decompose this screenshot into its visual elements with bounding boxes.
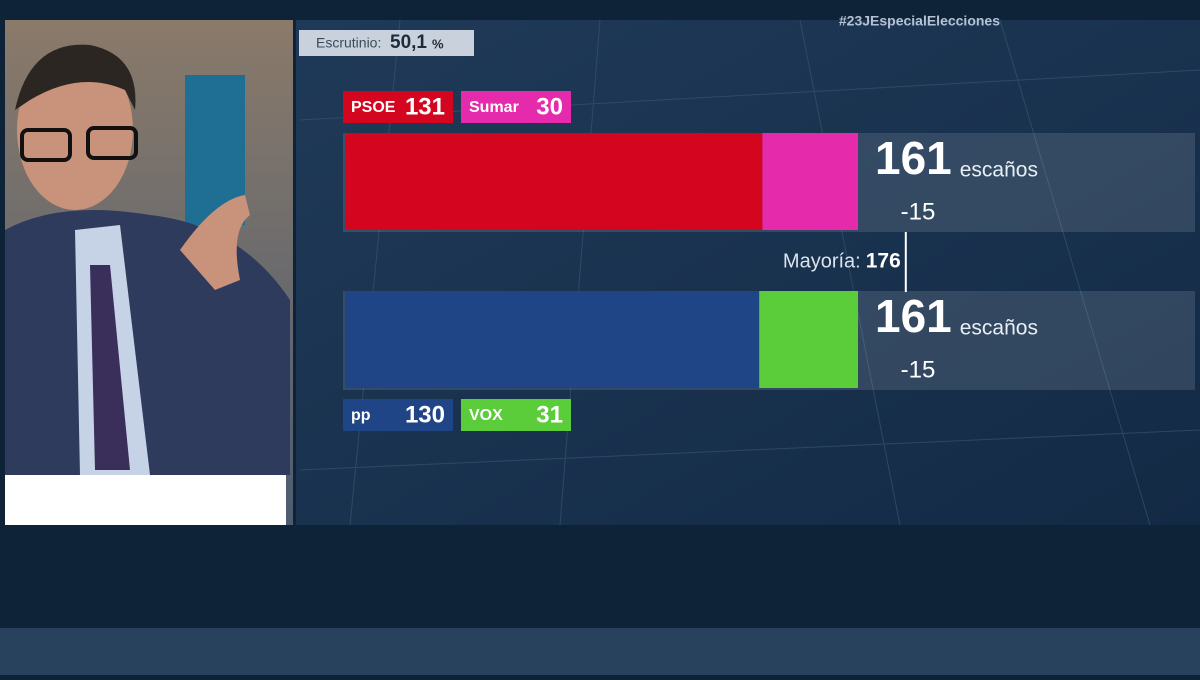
scrutiny-label: Escrutinio: [316, 35, 381, 51]
majority-value: 176 [866, 250, 901, 273]
legend-box [343, 91, 453, 123]
bar-segment [759, 291, 858, 388]
legend-box [343, 399, 453, 431]
legend-box [461, 399, 571, 431]
legend-name: PSOE [351, 99, 396, 116]
majority-label: Mayoría: [783, 250, 861, 272]
bottom-band [0, 628, 1200, 675]
bar-segment [345, 291, 760, 388]
scrutiny-value: 50,1 [390, 32, 427, 53]
legend-value: 130 [405, 401, 445, 428]
legend-value: 131 [405, 93, 445, 120]
scrutiny-unit: % [432, 36, 444, 51]
legend-name: pp [351, 407, 371, 424]
legend-box [461, 91, 571, 123]
bar-segment [345, 133, 763, 230]
total-unit: escaños [960, 159, 1038, 182]
legend-name: VOX [469, 407, 503, 424]
hashtag: #23JEspecialElecciones [839, 13, 1000, 29]
change: -15 [901, 198, 936, 225]
legend-value: 30 [536, 93, 563, 120]
total-value: 161 [875, 132, 952, 184]
bar-segment [762, 133, 858, 230]
legend-name: Sumar [469, 99, 519, 116]
total-unit: escaños [960, 317, 1038, 340]
video-feed [5, 20, 293, 525]
scrutiny-box [299, 30, 474, 56]
total-value: 161 [875, 290, 952, 342]
legend-value: 31 [536, 401, 563, 428]
change: -15 [901, 356, 936, 383]
